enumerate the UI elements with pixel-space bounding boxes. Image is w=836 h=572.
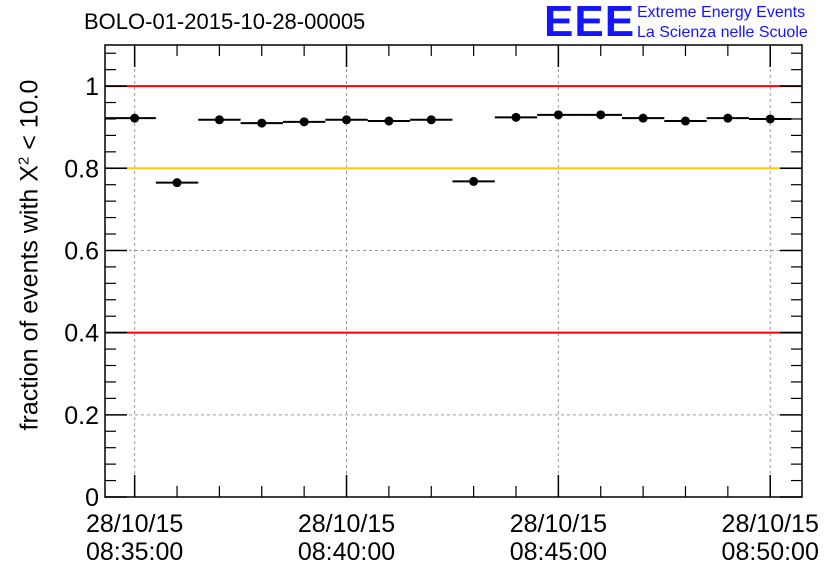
tick-labels: 00.20.40.60.8128/10/1508:35:0028/10/1508… xyxy=(64,73,819,566)
data-point xyxy=(426,115,436,125)
data-point xyxy=(130,113,140,123)
data-point xyxy=(214,115,224,125)
reference-lines xyxy=(105,85,802,334)
data-point xyxy=(384,116,394,126)
data-point xyxy=(172,178,182,188)
x-tick-label-time: 08:45:00 xyxy=(510,538,607,566)
data-point xyxy=(469,176,479,186)
data-point xyxy=(680,116,690,126)
y-axis-label: fraction of events with X2 < 10.0 xyxy=(15,80,44,431)
data-point xyxy=(765,114,775,124)
x-tick-label-time: 08:35:00 xyxy=(86,538,183,566)
y-axis-label-suffix: < 10.0 xyxy=(15,79,44,157)
x-tick-label-date: 28/10/15 xyxy=(298,510,395,538)
logo-tagline-2: La Scienza nelle Scuole xyxy=(637,24,808,41)
y-tick-label: 0.4 xyxy=(64,320,99,348)
y-axis-label-prefix: fraction of events with X xyxy=(15,165,44,431)
eee-logo-mark: EEE xyxy=(544,0,636,46)
y-tick-label: 0 xyxy=(85,484,99,512)
data-point xyxy=(257,118,267,128)
logo-tagline-1: Extreme Energy Events xyxy=(637,4,806,21)
y-tick-label: 1 xyxy=(85,73,99,101)
x-tick-label-time: 08:50:00 xyxy=(722,538,819,566)
data-point xyxy=(596,110,606,120)
data-point xyxy=(342,115,352,125)
y-tick-label: 0.6 xyxy=(64,237,99,265)
eee-logo: EEE Extreme Energy Events La Scienza nel… xyxy=(544,0,834,46)
data-point xyxy=(299,117,309,127)
data-points xyxy=(105,110,792,188)
y-axis-label-superscript: 2 xyxy=(15,156,33,166)
data-point xyxy=(553,110,563,120)
x-tick-label-time: 08:40:00 xyxy=(298,538,395,566)
x-tick-label-date: 28/10/15 xyxy=(722,510,819,538)
x-tick-label-date: 28/10/15 xyxy=(510,510,607,538)
grid-lines xyxy=(105,45,802,497)
axis-ticks xyxy=(105,45,802,498)
data-point xyxy=(511,112,521,122)
plot-frame xyxy=(104,44,803,498)
chart-title: BOLO-01-2015-10-28-00005 xyxy=(84,9,366,34)
data-point xyxy=(723,113,733,123)
x-tick-label-date: 28/10/15 xyxy=(86,510,183,538)
y-tick-label: 0.2 xyxy=(64,402,99,430)
data-point xyxy=(638,113,648,123)
y-tick-label: 0.8 xyxy=(64,155,99,183)
